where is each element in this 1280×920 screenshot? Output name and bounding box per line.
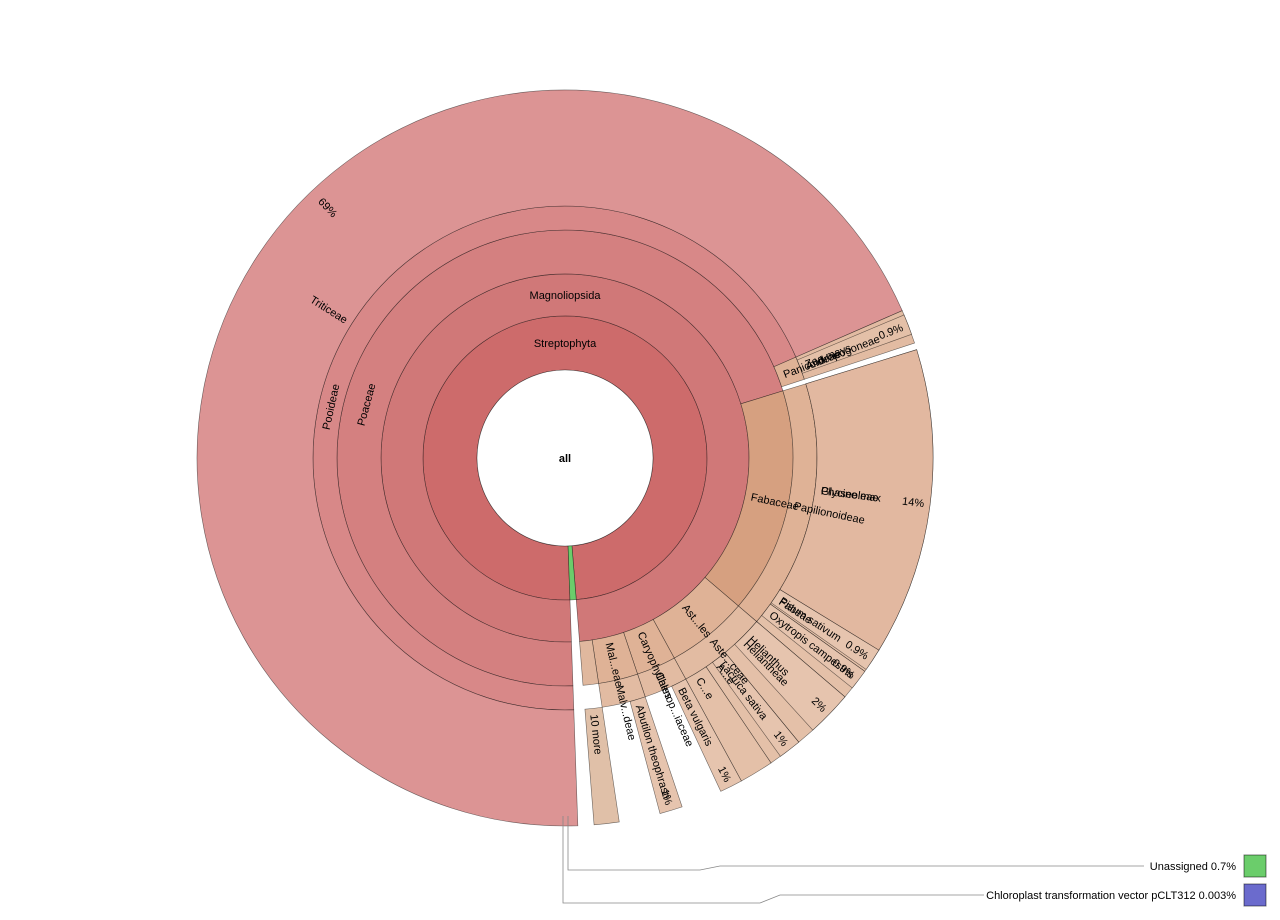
center-hole[interactable] xyxy=(476,369,654,547)
legend-connector-chloroplast-transformation-vector-pclt312 xyxy=(562,816,984,904)
sunburst-segments xyxy=(196,89,934,827)
label-streptophyta: Streptophyta xyxy=(534,338,597,350)
legend: Unassigned 0.7% Chloroplast transformatio… xyxy=(562,816,1267,907)
percent-glycine-max: 14% xyxy=(901,496,925,511)
segment-beta-vulgaris[interactable] xyxy=(671,678,742,792)
segment-10-more[interactable] xyxy=(584,706,620,826)
segment-zea-mays[interactable] xyxy=(796,314,912,374)
legend-label-unassigned: Unassigned 0.7% xyxy=(1150,861,1236,873)
legend-connector-unassigned xyxy=(567,816,1144,871)
segment-triticeae[interactable] xyxy=(196,89,903,827)
legend-swatch-chloroplast-transformation-vector-pclt312[interactable] xyxy=(1243,883,1267,907)
segment-abutilon-theophrasti[interactable] xyxy=(629,696,683,814)
legend-label-chloroplast-transformation-vector-pclt312: Chloroplast transformation vector pCLT31… xyxy=(986,890,1236,902)
segment-helianthus[interactable] xyxy=(734,621,846,731)
center-label: all xyxy=(559,453,571,465)
segment-pisum-sativum[interactable] xyxy=(770,589,880,670)
legend-swatch-unassigned[interactable] xyxy=(1243,854,1267,878)
segment-ring3-other[interactable] xyxy=(579,639,599,686)
segment-lactuca-sativa[interactable] xyxy=(712,652,800,757)
segment-oxytropis-campestris[interactable] xyxy=(761,603,866,689)
label-10-more: 10 more xyxy=(587,714,603,755)
percent-abutilon-theophrasti: 1% xyxy=(658,788,674,807)
label-magnoliopsida: Magnoliopsida xyxy=(530,290,602,302)
